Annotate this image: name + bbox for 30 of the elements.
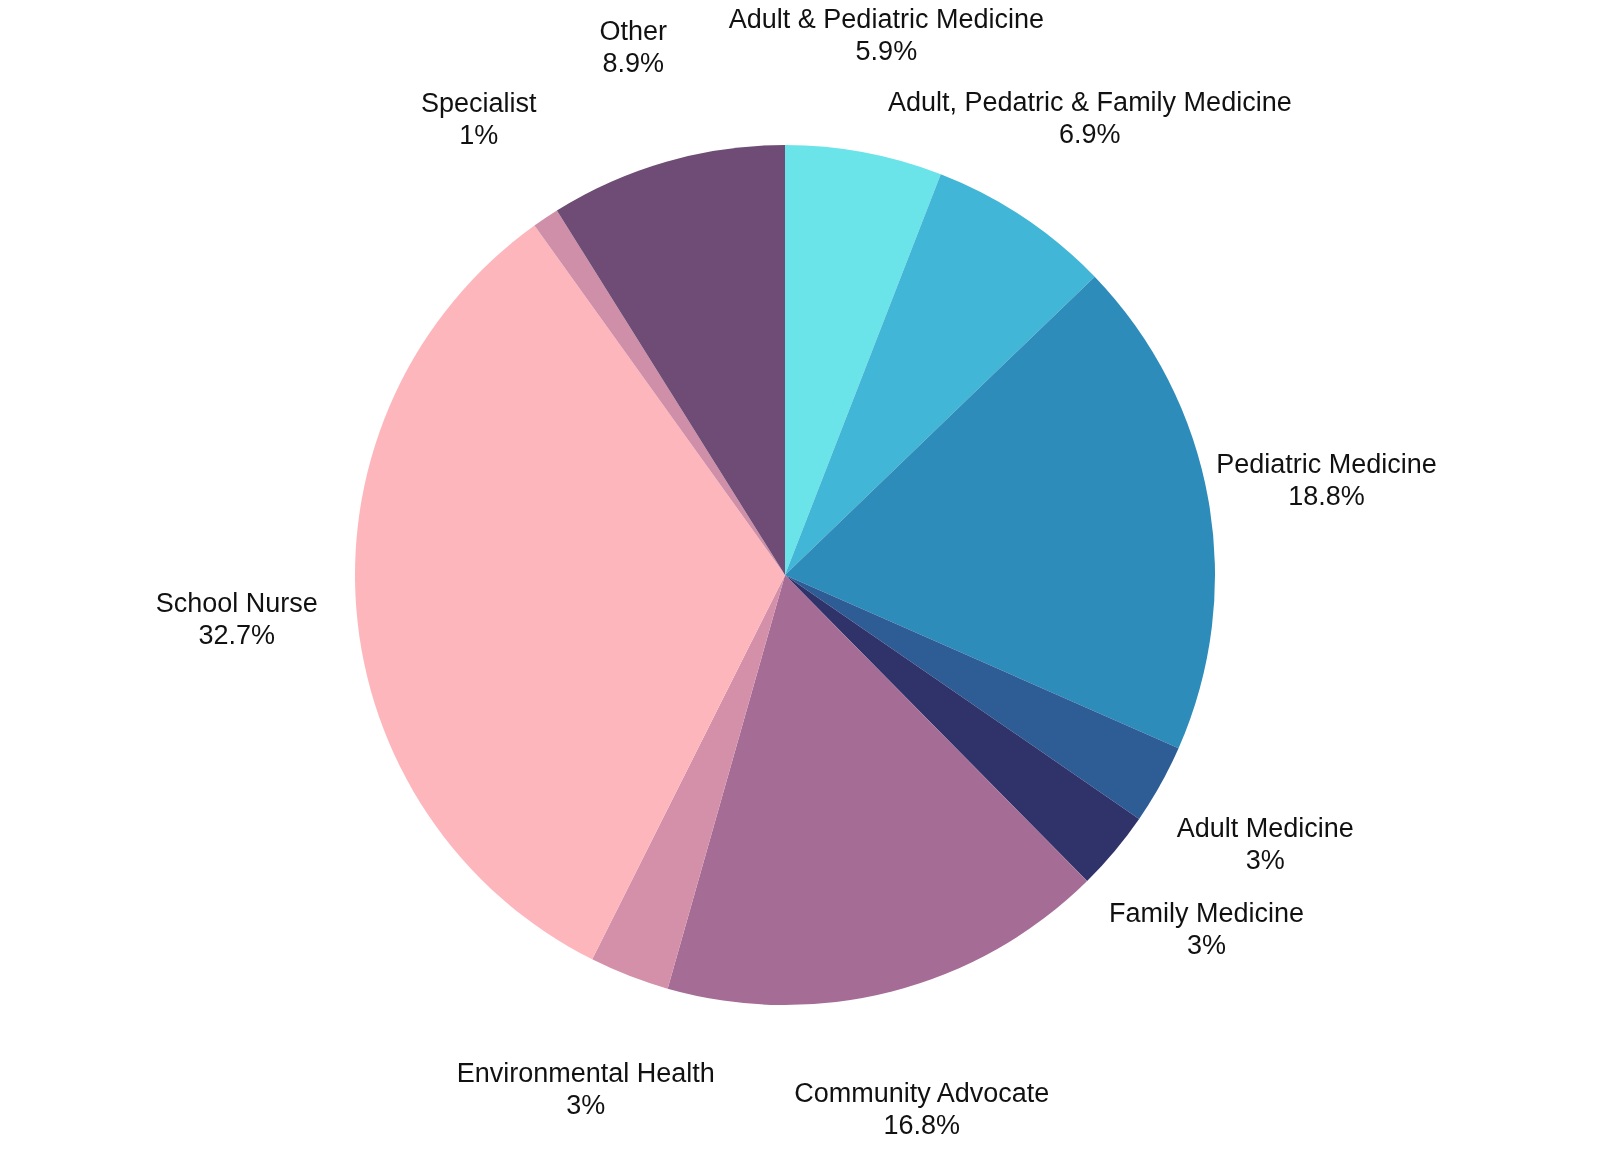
pie-slice xyxy=(785,145,941,575)
data-label: 18.8% xyxy=(1288,480,1365,511)
slice-label: Adult & Pediatric Medicine xyxy=(728,4,1044,35)
pie-slice xyxy=(785,575,1140,881)
data-label: 3% xyxy=(566,1089,606,1120)
slice-label: Community Advocate xyxy=(794,1077,1050,1108)
pie-slice xyxy=(355,225,785,960)
data-label: 3% xyxy=(1245,844,1285,875)
pie-slice xyxy=(667,575,1088,1005)
slice-label: Pediatric Medicine xyxy=(1216,448,1437,479)
pie-slice xyxy=(556,145,785,575)
data-label: 1% xyxy=(459,120,499,151)
data-label: 32.7% xyxy=(198,620,275,651)
pie-slice xyxy=(785,276,1215,749)
slice-label: Environmental Health xyxy=(456,1057,715,1088)
data-label: 6.9% xyxy=(1059,119,1121,150)
pie-slice xyxy=(785,575,1179,819)
data-label: 5.9% xyxy=(855,36,918,67)
slice-label: Family Medicine xyxy=(1109,898,1305,929)
slice-label: Adult Medicine xyxy=(1176,812,1354,843)
slice-label: School Nurse xyxy=(155,588,318,619)
data-label: 16.8% xyxy=(883,1109,961,1140)
pie-slice xyxy=(534,210,785,575)
pie-slice xyxy=(785,174,1095,575)
pie-slice xyxy=(592,575,785,989)
data-label: 3% xyxy=(1187,930,1227,961)
slice-label: Specialist xyxy=(420,88,537,119)
slice-label: Adult, Pedatric & Family Medicine xyxy=(888,87,1292,118)
data-label: 8.9% xyxy=(602,48,664,79)
slice-label: Other xyxy=(599,16,667,47)
